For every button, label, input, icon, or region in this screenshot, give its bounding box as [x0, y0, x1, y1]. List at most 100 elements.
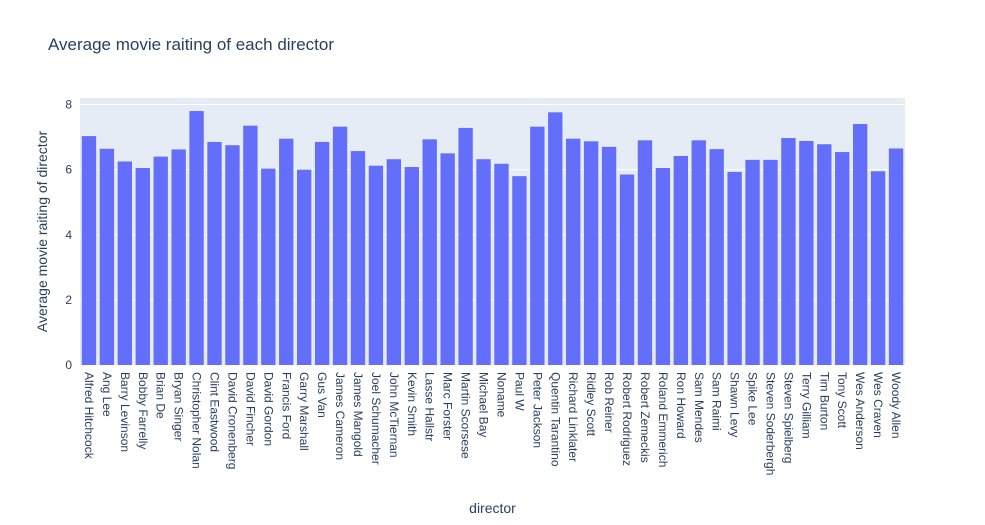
x-tick-label: David Fincher: [243, 372, 257, 446]
bar[interactable]: [512, 176, 527, 365]
x-tick-label: Joel Schumacher: [369, 372, 383, 465]
bar[interactable]: [601, 146, 617, 365]
x-tick-label: Richard Linklater: [566, 372, 580, 462]
bar[interactable]: [566, 138, 581, 365]
x-tick-label: Robert Rodriguez: [620, 372, 634, 466]
bar[interactable]: [583, 141, 599, 365]
bar[interactable]: [386, 159, 402, 365]
x-tick-label: Gus Van: [315, 372, 329, 418]
x-tick-label: Marc Forster: [441, 372, 455, 440]
bar[interactable]: [727, 171, 742, 365]
bar[interactable]: [314, 141, 330, 365]
x-tick-label: Spike Lee: [746, 372, 760, 426]
bar[interactable]: [817, 144, 832, 365]
y-axis-ticks: 0 2 4 6 8: [65, 98, 72, 372]
x-tick-label: Rob Reiner: [602, 372, 616, 433]
bar[interactable]: [135, 168, 150, 365]
bar[interactable]: [243, 125, 258, 366]
bar[interactable]: [207, 141, 222, 365]
bar[interactable]: [440, 153, 455, 365]
bar[interactable]: [763, 159, 778, 365]
x-tick-label: Ron Howard: [674, 372, 688, 439]
x-tick-label: Terry Gilliam: [799, 372, 813, 439]
bar[interactable]: [476, 159, 491, 365]
bar[interactable]: [350, 151, 366, 365]
x-tick-label: Christopher Nolan: [190, 372, 204, 469]
bar[interactable]: [709, 149, 724, 365]
bars: [81, 111, 904, 366]
bar[interactable]: [835, 152, 850, 365]
x-tick-label: Kevin Smith: [405, 372, 419, 436]
bar[interactable]: [189, 111, 204, 366]
bar[interactable]: [673, 155, 688, 365]
x-tick-label: Steven Soderbergh: [763, 372, 777, 475]
x-tick-label: Michael Bay: [477, 372, 491, 437]
x-axis-title: director: [469, 500, 516, 516]
x-tick-label: Garry Marshall: [297, 372, 311, 451]
bar[interactable]: [332, 126, 348, 365]
bar[interactable]: [619, 174, 635, 365]
x-tick-label: Sam Raimi: [710, 372, 724, 431]
x-tick-label: Francis Ford: [279, 372, 293, 439]
bar[interactable]: [153, 156, 168, 365]
x-tick-label: Wes Craven: [871, 372, 885, 438]
bar[interactable]: [99, 148, 115, 365]
bar[interactable]: [261, 168, 276, 365]
bar[interactable]: [799, 140, 814, 365]
x-tick-label: Tony Scott: [835, 372, 849, 429]
x-tick-label: Shawn Levy: [728, 372, 742, 437]
bar[interactable]: [852, 124, 868, 365]
x-tick-label: Tim Burton: [817, 372, 831, 430]
bar[interactable]: [422, 139, 437, 365]
bar[interactable]: [888, 148, 904, 365]
x-tick-label: Wes Anderson: [853, 372, 867, 450]
bar[interactable]: [494, 163, 509, 365]
x-tick-label: James Cameron: [333, 372, 347, 460]
x-tick-label: Woody Allen: [889, 372, 903, 439]
x-tick-label: David Cronenberg: [225, 372, 239, 469]
x-tick-label: Martin Scorsese: [459, 372, 473, 459]
bar[interactable]: [637, 140, 653, 365]
x-tick-label: Lasse Hallstr: [423, 372, 437, 441]
y-tick-label: 4: [65, 228, 72, 242]
x-tick-label: James Mangold: [351, 372, 365, 457]
bar[interactable]: [297, 169, 312, 365]
x-tick-label: Barry Levinson: [118, 372, 132, 452]
y-axis-title: Average movie raiting of director: [34, 131, 50, 333]
chart-title: Average movie raiting of each director: [48, 35, 334, 54]
bar[interactable]: [530, 126, 545, 365]
x-tick-label: Robert Zemeckis: [638, 372, 652, 463]
x-tick-label: David Gordon: [261, 372, 275, 446]
bar[interactable]: [225, 145, 240, 365]
bar[interactable]: [171, 149, 186, 365]
x-tick-label: Paul W: [512, 372, 526, 411]
x-tick-label: Alfred Hitchcock: [82, 372, 96, 460]
x-tick-label: Noname: [494, 372, 508, 418]
x-tick-label: Sam Mendes: [692, 372, 706, 443]
bar[interactable]: [691, 140, 706, 365]
x-tick-label: Ang Lee: [100, 372, 114, 417]
x-tick-label: Peter Jackson: [530, 372, 544, 448]
x-tick-label: Roland Emmerich: [656, 372, 670, 467]
bar[interactable]: [655, 168, 671, 365]
x-tick-label: Quentin Tarantino: [548, 372, 562, 467]
bar[interactable]: [117, 161, 133, 365]
bar[interactable]: [368, 165, 384, 365]
bar[interactable]: [745, 159, 760, 365]
x-tick-label: Steven Spielberg: [781, 372, 795, 463]
bar[interactable]: [548, 112, 563, 365]
x-tick-label: Ridley Scott: [584, 372, 598, 437]
bar[interactable]: [279, 138, 294, 365]
bar[interactable]: [870, 171, 886, 365]
bar[interactable]: [404, 167, 419, 365]
y-tick-label: 2: [65, 293, 72, 307]
x-tick-label: John McTiernan: [387, 372, 401, 458]
x-tick-label: Brian De: [154, 372, 168, 419]
bar[interactable]: [781, 138, 796, 365]
y-tick-label: 6: [65, 163, 72, 177]
x-tick-label: Bobby Farrelly: [136, 372, 150, 449]
y-tick-label: 8: [65, 98, 72, 112]
bar[interactable]: [81, 136, 97, 365]
bar[interactable]: [458, 127, 473, 365]
